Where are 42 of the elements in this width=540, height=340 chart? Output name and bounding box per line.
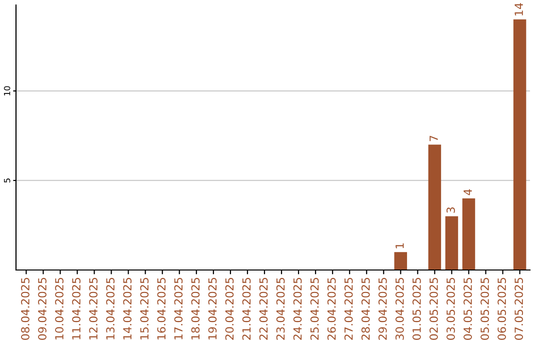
bar <box>462 198 476 270</box>
x-tick-label: 10.04.2025 <box>55 278 64 340</box>
y-tick-label: 10 <box>4 86 10 96</box>
data-label: 14 <box>514 3 523 16</box>
data-label: 3 <box>446 207 455 213</box>
x-tick-label: 08.04.2025 <box>21 278 30 340</box>
x-tick-label: 06.05.2025 <box>498 278 506 340</box>
x-tick-label: 19.04.2025 <box>208 278 217 340</box>
x-tick-label: 11.04.2025 <box>72 278 80 340</box>
x-tick-label: 23.04.2025 <box>276 278 285 340</box>
data-label: 4 <box>464 189 472 196</box>
x-tick-label: 01.05.2025 <box>412 278 421 340</box>
x-tick-label: 21.04.2025 <box>242 278 251 340</box>
x-tick-label: 16.04.2025 <box>157 278 166 340</box>
x-tick-label: 18.04.2025 <box>191 278 200 340</box>
bar <box>513 19 526 270</box>
x-tick-label: 14.04.2025 <box>123 278 132 340</box>
bar <box>428 144 442 270</box>
data-label: 1 <box>396 243 404 248</box>
x-tick-label: 09.04.2025 <box>38 278 46 340</box>
bar <box>445 216 458 270</box>
x-tick-label: 22.04.2025 <box>259 278 268 340</box>
x-tick-label: 26.04.2025 <box>327 278 336 340</box>
x-tick-label: 04.05.2025 <box>464 278 472 340</box>
x-tick-label: 12.04.2025 <box>89 278 98 340</box>
x-tick-label: 24.04.2025 <box>293 278 302 340</box>
data-label: 7 <box>430 136 438 142</box>
x-tick-label: 03.05.2025 <box>446 278 455 340</box>
x-tick-label: 20.04.2025 <box>225 278 234 340</box>
x-tick-label: 28.04.2025 <box>361 278 370 340</box>
x-tick-label: 30.04.2025 <box>395 278 404 340</box>
x-tick-label: 15.04.2025 <box>140 278 149 340</box>
x-tick-label: 27.04.2025 <box>344 278 353 340</box>
x-tick-label: 13.04.2025 <box>106 278 115 340</box>
x-tick-label: 25.04.2025 <box>310 278 319 340</box>
x-tick-label: 05.05.2025 <box>480 278 489 340</box>
x-tick-label: 17.04.2025 <box>174 278 183 340</box>
bar <box>394 252 408 270</box>
x-tick-label: 02.05.2025 <box>430 278 438 340</box>
y-tick-label: 5 <box>4 178 10 182</box>
x-tick-label: 07.05.2025 <box>514 278 524 340</box>
x-tick-label: 29.04.2025 <box>378 278 387 340</box>
